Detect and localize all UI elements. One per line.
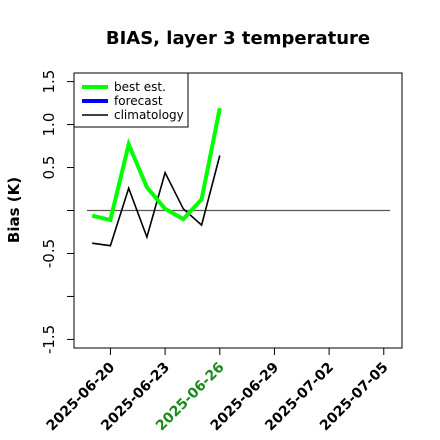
plot-area: -1.5-0.50.51.01.52025-06-202025-06-23202… bbox=[40, 70, 403, 434]
y-tick-label: -0.5 bbox=[40, 239, 58, 268]
chart-title: BIAS, layer 3 temperature bbox=[106, 28, 370, 49]
y-tick-label: 1.5 bbox=[40, 70, 58, 94]
y-axis-label: Bias (K) bbox=[5, 177, 23, 243]
legend-label: best est. bbox=[114, 80, 166, 94]
y-tick-label: 0.5 bbox=[40, 156, 58, 180]
series-line-climatology bbox=[92, 155, 221, 247]
legend-label: climatology bbox=[114, 108, 184, 122]
legend-box bbox=[73, 72, 189, 128]
y-tick-label: -1.5 bbox=[40, 325, 58, 354]
series-line-best-est bbox=[91, 107, 222, 223]
y-tick-label: 1.0 bbox=[40, 113, 58, 137]
legend-label: forecast bbox=[114, 94, 163, 108]
